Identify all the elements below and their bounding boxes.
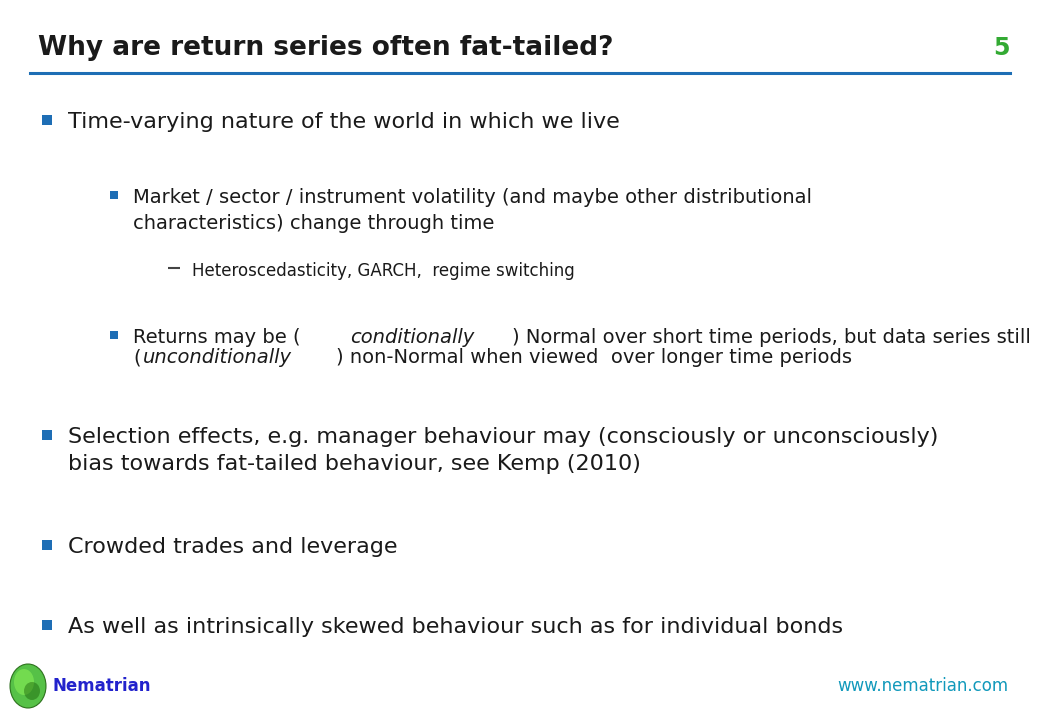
Text: Returns may be (: Returns may be ( — [133, 328, 301, 347]
Text: Market / sector / instrument volatility (and maybe other distributional
characte: Market / sector / instrument volatility … — [133, 188, 812, 233]
Bar — [110, 191, 118, 199]
Text: Time-varying nature of the world in which we live: Time-varying nature of the world in whic… — [68, 112, 620, 132]
Text: www.nematrian.com: www.nematrian.com — [837, 677, 1008, 695]
Text: (: ( — [133, 348, 140, 367]
Text: Why are return series often fat-tailed?: Why are return series often fat-tailed? — [38, 35, 614, 61]
Bar — [42, 620, 52, 630]
Bar — [42, 430, 52, 440]
Bar — [42, 540, 52, 550]
Text: unconditionally: unconditionally — [142, 348, 292, 367]
Ellipse shape — [14, 669, 34, 695]
Text: Nematrian: Nematrian — [52, 677, 151, 695]
Bar — [110, 331, 118, 339]
Text: conditionally: conditionally — [350, 328, 475, 347]
Text: ) Normal over short time periods, but data series still: ) Normal over short time periods, but da… — [512, 328, 1031, 347]
Bar — [42, 115, 52, 125]
Text: Crowded trades and leverage: Crowded trades and leverage — [68, 537, 397, 557]
Text: Selection effects, e.g. manager behaviour may (consciously or unconsciously)
bia: Selection effects, e.g. manager behaviou… — [68, 427, 938, 474]
Text: Heteroscedasticity, GARCH,  regime switching: Heteroscedasticity, GARCH, regime switch… — [192, 262, 575, 280]
Text: ) non-Normal when viewed  over longer time periods: ) non-Normal when viewed over longer tim… — [336, 348, 852, 367]
Ellipse shape — [24, 682, 40, 700]
Text: 5: 5 — [993, 36, 1010, 60]
Text: As well as intrinsically skewed behaviour such as for individual bonds: As well as intrinsically skewed behaviou… — [68, 617, 843, 637]
Ellipse shape — [10, 664, 46, 708]
